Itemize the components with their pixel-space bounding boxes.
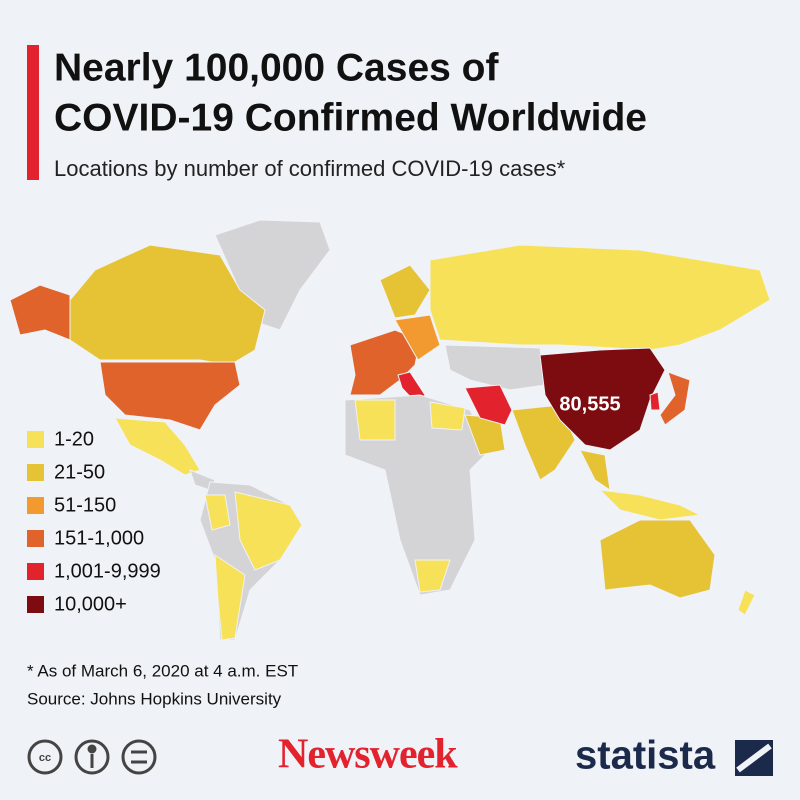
- statista-logo: [735, 740, 773, 776]
- region: [99, 361, 241, 431]
- region: [414, 559, 451, 593]
- legend-swatch: [27, 464, 44, 481]
- title-line: Nearly 100,000 Cases of: [54, 46, 499, 89]
- region: [114, 417, 201, 476]
- region: [649, 391, 661, 411]
- cc-icon: cc: [39, 752, 51, 764]
- region: [444, 344, 546, 391]
- brand-right: statista: [575, 734, 716, 778]
- region: [539, 347, 666, 451]
- region: [9, 284, 71, 341]
- title-line: COVID-19 Confirmed Worldwide: [54, 96, 647, 139]
- region: [234, 491, 303, 571]
- legend-label: 151-1,000: [54, 527, 144, 549]
- legend: 1-20 21-50 51-150 151-1,000 1,001-9,999 10,00…: [27, 428, 161, 615]
- legend-label: 51-150: [54, 494, 116, 516]
- legend-label: 21-50: [54, 461, 105, 483]
- region: [659, 371, 691, 426]
- region: [204, 494, 231, 531]
- region: [464, 384, 513, 426]
- legend-label: 1-20: [54, 428, 94, 450]
- map-annotation: 80,555: [559, 393, 620, 415]
- legend-swatch: [27, 563, 44, 580]
- region: [214, 554, 246, 641]
- footnote: * As of March 6, 2020 at 4 a.m. EST: [27, 661, 298, 680]
- region: [394, 314, 441, 361]
- legend-label: 10,000+: [54, 593, 127, 615]
- region: [354, 399, 396, 441]
- legend-swatch: [27, 497, 44, 514]
- region: [429, 244, 771, 351]
- region: [599, 519, 716, 599]
- region: [598, 489, 702, 521]
- legend-swatch: [27, 596, 44, 613]
- source: Source: Johns Hopkins University: [27, 689, 282, 708]
- license-icons: [27, 739, 157, 775]
- legend-label: 1,001-9,999: [54, 560, 161, 582]
- region: [579, 449, 611, 492]
- region: [379, 264, 431, 319]
- region: [429, 401, 466, 431]
- brand-left: Newsweek: [278, 732, 458, 778]
- legend-swatch: [27, 530, 44, 547]
- legend-swatch: [27, 431, 44, 448]
- accent-bar: [27, 45, 39, 180]
- region: [737, 589, 756, 616]
- subtitle: Locations by number of confirmed COVID-1…: [54, 156, 566, 181]
- world-map: [9, 219, 771, 641]
